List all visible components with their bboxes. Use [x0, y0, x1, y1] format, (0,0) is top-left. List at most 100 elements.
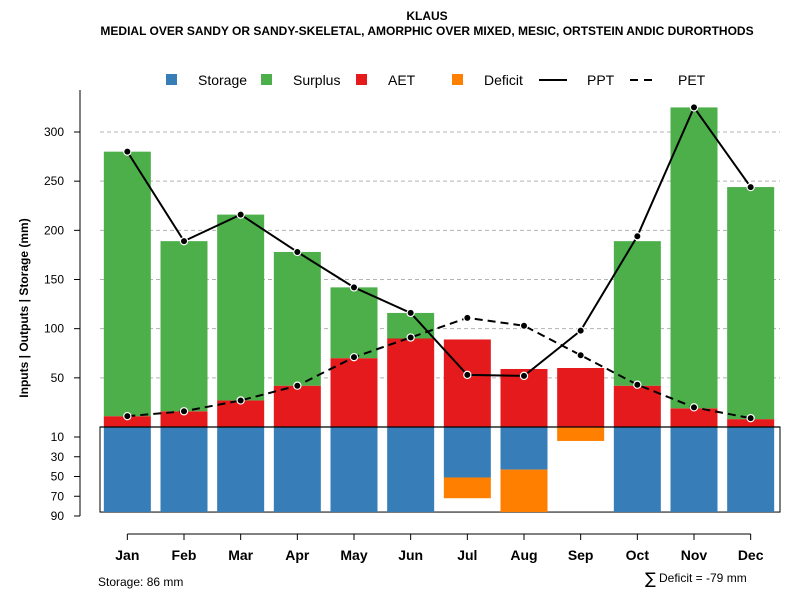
- legend-label-storage: Storage: [198, 72, 247, 88]
- x-tick-label-jan: Jan: [115, 547, 139, 563]
- x-tick-label-jun: Jun: [398, 547, 423, 563]
- legend-label-pet: PET: [678, 72, 706, 88]
- bar-deficit-jul: [443, 477, 491, 499]
- bar-storage-may: [330, 427, 378, 513]
- point-ppt-sep: [576, 326, 585, 335]
- bar-storage-aug: [500, 427, 548, 470]
- point-ppt-dec: [746, 182, 755, 192]
- bar-surplus-mar: [217, 214, 265, 401]
- point-pet-may: [349, 352, 359, 362]
- point-pet-mar: [236, 396, 245, 405]
- legend: Storage Surplus AET Deficit PPT PET: [166, 72, 706, 88]
- x-tick-label-jul: Jul: [457, 547, 477, 563]
- bar-storage-jun: [387, 427, 435, 513]
- x-axis: Jan Feb Mar Apr May Jun Jul Aug Sep Oct Nov Dec: [115, 533, 764, 563]
- x-tick-label-mar: Mar: [228, 547, 253, 563]
- point-pet-dec: [746, 413, 755, 423]
- y-tick-label-lower-70: 70: [51, 489, 65, 503]
- point-pet-jun: [406, 333, 415, 342]
- point-ppt-oct: [633, 232, 642, 241]
- y-axis-label: Inputs | Outputs | Storage (mm): [17, 218, 31, 397]
- x-tick-label-dec: Dec: [738, 547, 764, 563]
- bars: [99, 107, 781, 513]
- point-ppt-feb: [179, 236, 189, 246]
- x-tick-label-nov: Nov: [681, 547, 708, 563]
- y-tick-label-lower-90: 90: [51, 509, 65, 523]
- line-pet: [127, 316, 751, 420]
- bar-storage-nov: [670, 427, 718, 513]
- series-lines: [123, 103, 755, 423]
- y-tick-label-lower-10: 10: [51, 430, 65, 444]
- deficit-footnote: Deficit = -79 mm: [659, 571, 747, 585]
- chart-title: KLAUS: [406, 9, 447, 23]
- bar-aet-feb: [160, 411, 208, 427]
- point-ppt-jul: [463, 370, 472, 380]
- point-pet-jul: [463, 313, 472, 323]
- bar-aet-jan: [103, 416, 151, 427]
- bar-surplus-oct: [613, 241, 661, 386]
- y-tick-label-250: 250: [44, 174, 64, 188]
- point-ppt-nov: [689, 103, 699, 112]
- bar-storage-mar: [217, 427, 265, 513]
- y-tick-label-200: 200: [44, 223, 64, 237]
- line-ppt: [126, 105, 752, 377]
- legend-label-surplus: Surplus: [293, 72, 340, 88]
- bar-surplus-apr: [273, 251, 321, 386]
- point-ppt-may: [349, 283, 359, 292]
- bar-storage-oct: [613, 427, 661, 513]
- bar-aet-jun: [387, 338, 435, 427]
- x-tick-label-apr: Apr: [285, 547, 310, 563]
- point-pet-aug: [519, 321, 529, 330]
- legend-swatch-deficit: [452, 74, 463, 85]
- bar-surplus-may: [330, 287, 378, 359]
- bar-deficit-aug: [500, 469, 548, 513]
- bar-aet-sep: [557, 368, 605, 427]
- bar-surplus-feb: [160, 241, 208, 412]
- chart-subtitle: MEDIAL OVER SANDY OR SANDY-SKELETAL, AMO…: [100, 24, 753, 38]
- x-tick-label-sep: Sep: [568, 547, 594, 563]
- bar-surplus-jan: [103, 151, 151, 417]
- legend-label-aet: AET: [388, 72, 416, 88]
- point-ppt-jan: [123, 147, 132, 156]
- point-pet-nov: [689, 403, 699, 412]
- bar-aet-oct: [613, 385, 661, 427]
- bar-surplus-dec: [727, 187, 775, 420]
- gridlines: [100, 131, 780, 379]
- legend-label-ppt: PPT: [587, 72, 615, 88]
- legend-swatch-storage: [166, 74, 177, 85]
- sigma-icon: ∑: [645, 569, 656, 588]
- bar-storage-feb: [160, 427, 208, 513]
- bar-aet-jul: [443, 339, 491, 427]
- y-tick-label-100: 100: [44, 322, 64, 336]
- x-tick-label-may: May: [340, 547, 367, 563]
- point-pet-jan: [123, 411, 132, 421]
- bar-aet-apr: [273, 385, 321, 427]
- point-ppt-jun: [406, 308, 415, 318]
- bar-aet-mar: [217, 400, 265, 427]
- bar-aet-nov: [670, 408, 718, 427]
- point-ppt-aug: [519, 371, 529, 381]
- point-pet-feb: [179, 407, 189, 416]
- bar-aet-may: [330, 358, 378, 427]
- point-pet-oct: [633, 380, 642, 389]
- bar-surplus-nov: [670, 107, 718, 409]
- bar-aet-dec: [727, 419, 775, 427]
- y-tick-label-lower-30: 30: [51, 450, 65, 464]
- point-pet-apr: [293, 381, 302, 390]
- point-ppt-mar: [236, 210, 245, 219]
- y-tick-label-150: 150: [44, 273, 64, 287]
- point-pet-sep: [576, 351, 585, 360]
- y-axis: 50 100 150 200 250 300 10 30 50 70 90: [44, 90, 81, 523]
- legend-swatch-surplus: [261, 74, 272, 85]
- x-tick-label-aug: Aug: [510, 547, 537, 563]
- bar-storage-dec: [727, 427, 775, 513]
- y-tick-label-lower-50: 50: [51, 470, 65, 484]
- legend-swatch-aet: [356, 74, 367, 85]
- bar-storage-jul: [443, 427, 491, 478]
- y-tick-label-50: 50: [51, 371, 65, 385]
- x-tick-label-oct: Oct: [626, 547, 650, 563]
- point-ppt-apr: [293, 247, 302, 257]
- bar-storage-jan: [103, 427, 151, 513]
- legend-label-deficit: Deficit: [484, 72, 523, 88]
